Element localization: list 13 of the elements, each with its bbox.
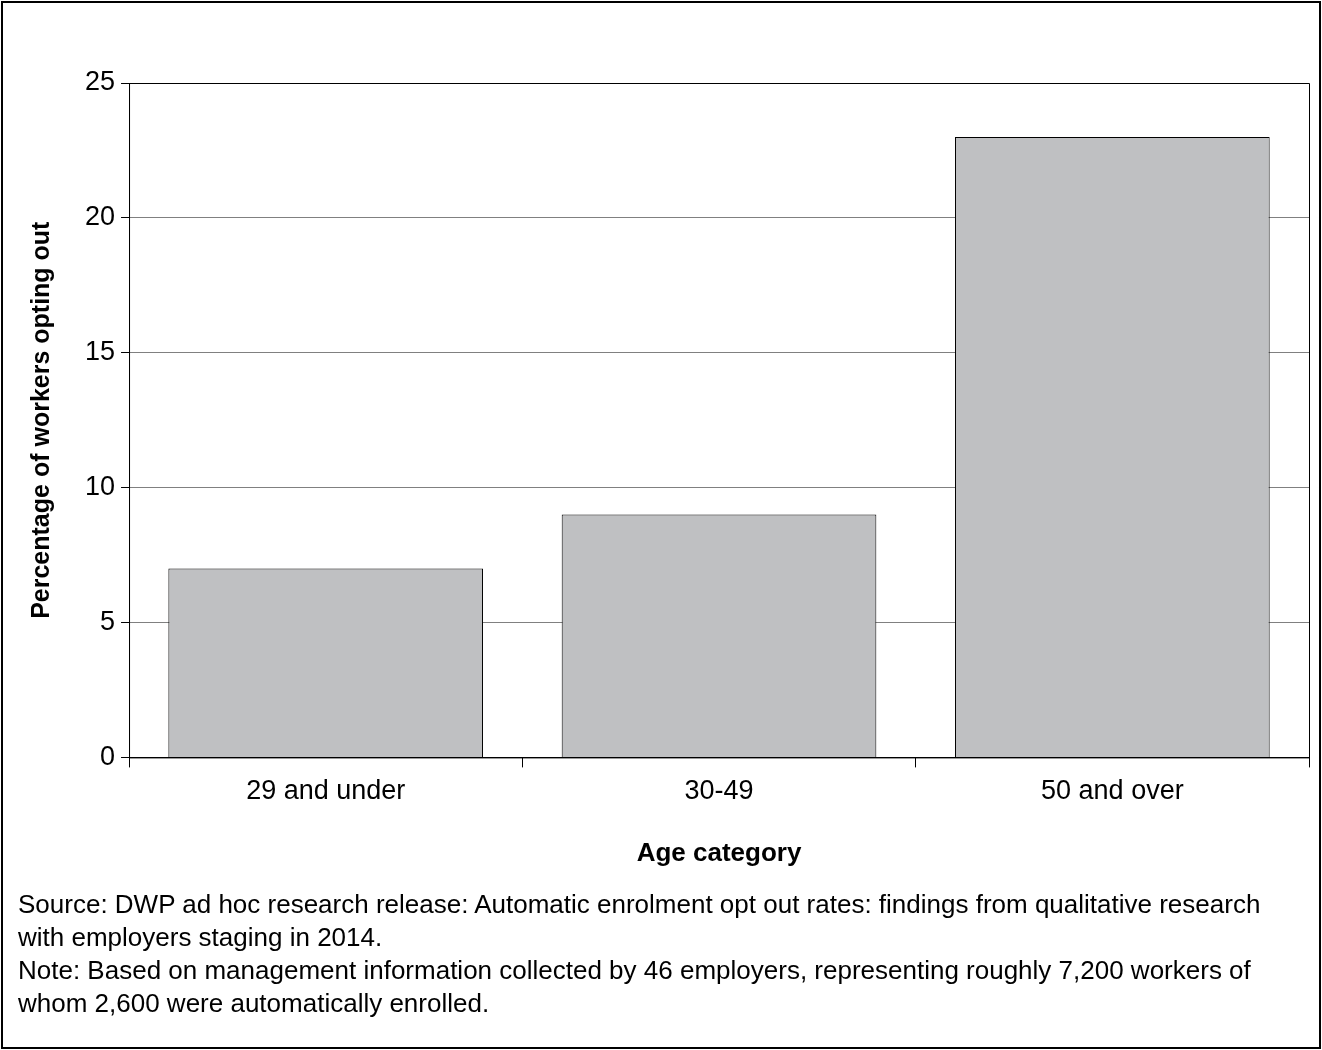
source-note: Source: DWP ad hoc research release: Automatic enrolment opt out rates: findings from qualitative research with employers staging in 2014.	[18, 888, 1262, 954]
x-tick-label: 50 and over	[1041, 775, 1184, 806]
y-axis-title: Percentage of workers opting out	[25, 220, 54, 619]
x-tick-label: 30-49	[684, 775, 754, 806]
y-tick-label: 10	[84, 471, 116, 502]
y-tick-label: 5	[100, 605, 116, 636]
text: Note: Based on management information collected by 46 employers, representing roughly 7,200 workers of whom 2,600 were automatically enrolled.	[18, 954, 1252, 1020]
x-axis-title: Age category	[636, 836, 802, 867]
y-tick-label: 25	[84, 66, 116, 97]
y-tick-label: 15	[84, 336, 116, 367]
y-tick-label: 20	[84, 201, 116, 232]
x-tick-label: 29 and under	[246, 775, 406, 806]
y-tick-label: 0	[100, 740, 116, 771]
